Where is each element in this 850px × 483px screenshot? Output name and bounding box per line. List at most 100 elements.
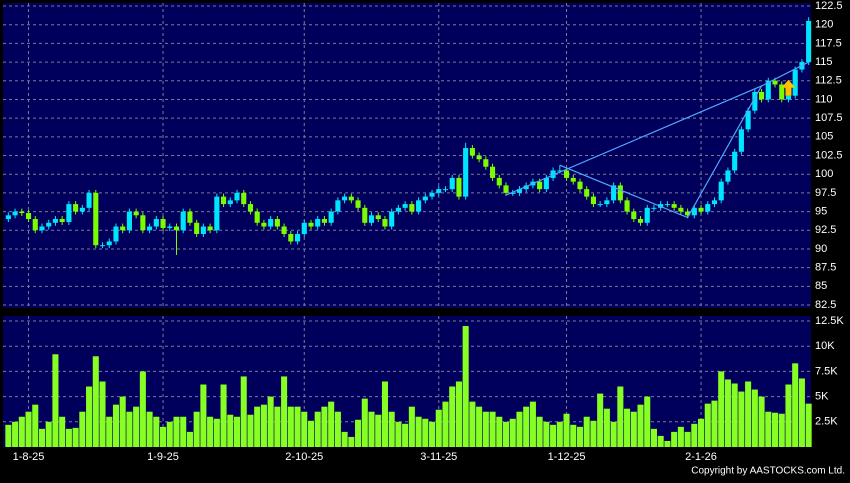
volume-bar bbox=[711, 400, 718, 447]
y-tick-label: 10K bbox=[815, 340, 835, 352]
volume-bar bbox=[778, 413, 785, 447]
volume-bar bbox=[307, 420, 315, 447]
candle-body bbox=[46, 222, 52, 227]
candle-body bbox=[611, 185, 617, 201]
candle-body bbox=[348, 196, 354, 201]
candle-body bbox=[214, 196, 220, 231]
volume-bar bbox=[38, 428, 46, 447]
candle-body bbox=[422, 196, 428, 201]
candle-body bbox=[5, 215, 11, 220]
volume-bar bbox=[240, 376, 247, 447]
volume-bar bbox=[65, 428, 72, 447]
y-tick-label: 112.5 bbox=[815, 75, 842, 87]
trend-line bbox=[559, 61, 809, 219]
candle-body bbox=[523, 185, 529, 190]
candle-body bbox=[516, 189, 523, 193]
candle-body bbox=[590, 196, 596, 205]
volume-bar bbox=[72, 427, 79, 447]
candle-body bbox=[671, 204, 677, 208]
volume-bar bbox=[52, 354, 59, 447]
candle-body bbox=[12, 211, 18, 216]
candle-body bbox=[194, 222, 200, 234]
candle-body bbox=[86, 192, 92, 208]
candle-body bbox=[227, 200, 233, 205]
volume-bar bbox=[25, 411, 32, 447]
candle-body bbox=[664, 204, 670, 206]
candle-body bbox=[395, 207, 401, 212]
volume-bar bbox=[751, 389, 758, 447]
volume-bar bbox=[603, 408, 610, 447]
candle-body bbox=[335, 200, 341, 212]
candle-body bbox=[436, 189, 442, 193]
volume-bar bbox=[771, 412, 779, 447]
volume-bar bbox=[375, 414, 382, 447]
candle-body bbox=[563, 170, 570, 178]
y-tick-label: 97.5 bbox=[815, 187, 836, 199]
candle-body bbox=[120, 226, 126, 231]
volume-bar bbox=[402, 423, 409, 447]
candle-body bbox=[160, 219, 166, 229]
volume-bar bbox=[671, 431, 678, 447]
volume-bar bbox=[395, 421, 402, 447]
volume-bar bbox=[496, 416, 503, 447]
volume-bar bbox=[563, 413, 570, 447]
candle-body bbox=[268, 219, 274, 227]
volume-bar bbox=[442, 401, 449, 447]
volume-bar bbox=[718, 371, 725, 447]
candle-body bbox=[698, 207, 704, 212]
candle-body bbox=[126, 211, 132, 231]
volume-bar bbox=[765, 411, 772, 447]
volume-bar bbox=[146, 411, 153, 447]
candle-body bbox=[745, 110, 751, 130]
candle-body bbox=[368, 215, 375, 223]
candle-body bbox=[685, 211, 691, 216]
candle-body bbox=[779, 84, 785, 100]
volume-bar bbox=[166, 421, 173, 447]
candle-body bbox=[52, 219, 58, 223]
volume-bar bbox=[610, 421, 617, 447]
candle-body bbox=[254, 211, 260, 223]
candle-body bbox=[234, 192, 240, 201]
candle-body bbox=[294, 233, 301, 242]
candle-body bbox=[503, 185, 509, 193]
candle-body bbox=[510, 192, 516, 194]
candle-body bbox=[416, 200, 422, 212]
volume-bar bbox=[805, 403, 812, 447]
candle-body bbox=[321, 219, 327, 223]
volume-bar bbox=[482, 411, 489, 447]
volume-bar bbox=[139, 371, 146, 447]
volume-bar bbox=[435, 409, 442, 447]
y-tick-label: 122.5 bbox=[815, 0, 843, 12]
volume-bar bbox=[227, 414, 234, 447]
candle-body bbox=[449, 177, 455, 190]
candle-body bbox=[315, 219, 321, 227]
candle-body bbox=[25, 213, 32, 220]
candle-body bbox=[288, 233, 294, 242]
candle-body bbox=[66, 204, 72, 223]
candle-body bbox=[463, 148, 469, 197]
y-tick-label: 90 bbox=[815, 243, 827, 255]
volume-bar bbox=[99, 381, 106, 447]
candle-body bbox=[456, 177, 462, 197]
candle-body bbox=[32, 219, 38, 231]
volume-bar bbox=[644, 396, 651, 447]
candle-body bbox=[718, 181, 724, 201]
volume-bar bbox=[200, 384, 207, 447]
candle-body bbox=[402, 204, 408, 208]
candle-body bbox=[429, 192, 435, 197]
volume-bar bbox=[630, 411, 637, 447]
volume-bar bbox=[388, 411, 395, 447]
candle-body bbox=[113, 226, 119, 242]
volume-bar bbox=[92, 356, 99, 447]
candle-body bbox=[483, 159, 489, 167]
y-tick-label: 85 bbox=[815, 280, 827, 292]
candle-body bbox=[550, 170, 556, 178]
candle-body bbox=[617, 185, 623, 201]
volume-bar bbox=[160, 426, 167, 447]
volume-bar bbox=[79, 411, 86, 447]
volume-bar bbox=[650, 428, 657, 447]
volume-bar bbox=[287, 406, 294, 447]
volume-bar bbox=[106, 416, 113, 447]
candle-body bbox=[543, 177, 549, 190]
